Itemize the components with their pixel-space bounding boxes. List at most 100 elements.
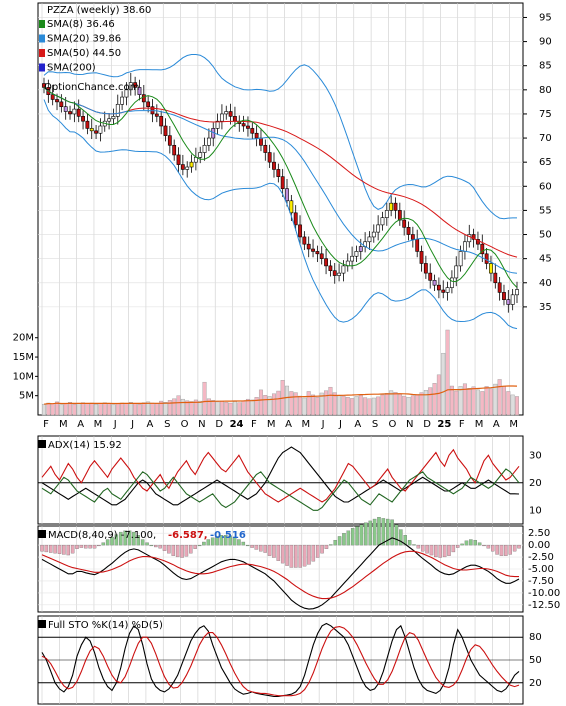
legend-label: SMA(50) 44.50 [47, 48, 121, 59]
macd-histogram-bar [429, 544, 434, 556]
macd-histogram-bar [250, 544, 254, 548]
volume-bar [345, 397, 350, 416]
candle-body [189, 161, 194, 168]
candle-body [480, 243, 485, 255]
candle-body [306, 243, 311, 250]
legend-label: SMA(20) 39.86 [47, 34, 121, 45]
month-label: D [423, 419, 431, 430]
volume-bar [254, 397, 259, 416]
volume-bar [397, 393, 402, 416]
candle-body [436, 284, 441, 291]
macd-tick-label: -5.00 [528, 564, 554, 575]
macd-histogram-bar [75, 544, 79, 549]
macd-histogram-bar [53, 544, 57, 554]
macd-histogram-bar [364, 522, 368, 546]
volume-bar [241, 400, 246, 416]
volume-bar [380, 394, 385, 416]
volume-bar [76, 403, 81, 416]
volume-bar [63, 403, 68, 416]
volume-bar [267, 396, 272, 416]
price-tick-label: 60 [539, 181, 552, 192]
candle-body [506, 299, 511, 305]
macd-histogram-bar [40, 544, 44, 552]
volume-bar [137, 403, 142, 416]
volume-bar [462, 383, 467, 416]
volume-bar [319, 392, 324, 416]
macd-histogram-bar [329, 544, 333, 546]
macd-histogram-bar [499, 544, 504, 556]
volume-bar [410, 395, 415, 416]
macd-histogram-bar [254, 544, 259, 550]
candle-body [267, 152, 272, 163]
macd-histogram-bar [193, 544, 197, 549]
macd-histogram-bar [219, 535, 224, 546]
volume-tick-label: 5M [19, 391, 34, 402]
macd-histogram-bar [315, 544, 320, 558]
adx-tick-label: 30 [529, 450, 542, 461]
legend-swatch [39, 20, 45, 28]
volume-tick-label: 10M [13, 371, 34, 382]
macd-histogram-bar [245, 544, 250, 547]
volume-tick-label: 20M [13, 333, 34, 344]
sma20-line [43, 87, 518, 274]
watermark: OptionChance.com [44, 82, 139, 93]
volume-bar [180, 398, 185, 416]
macd-histogram-bar [237, 539, 241, 546]
macd-histogram-bar [175, 544, 180, 558]
volume-bar [419, 392, 424, 416]
candle-body [423, 263, 428, 274]
macd-histogram-bar [434, 544, 438, 558]
candle-body [185, 166, 190, 170]
candle-body [94, 130, 98, 134]
macd-tick-label: 2.50 [528, 528, 550, 539]
candle-body [224, 111, 229, 115]
month-label: M [302, 419, 311, 430]
volume-bar [219, 400, 224, 416]
macd-histogram-bar [105, 539, 110, 546]
macd-histogram-bar [425, 544, 429, 554]
candle-body [285, 188, 289, 202]
volume-bar [332, 392, 337, 416]
price-tick-label: 65 [539, 157, 552, 168]
legend-swatch [39, 63, 45, 72]
volume-bar [449, 385, 454, 416]
volume-bar [402, 395, 407, 416]
volume-bar [85, 403, 90, 416]
month-label: F [459, 419, 465, 430]
macd-histogram-bar [289, 544, 294, 568]
volume-bar [436, 374, 441, 416]
candle-body [441, 289, 446, 293]
macd-histogram-bar [486, 544, 491, 549]
candle-body [302, 236, 307, 245]
candle-body [159, 116, 164, 127]
candle-body [59, 101, 64, 108]
volume-bar [154, 403, 159, 416]
macd-histogram-bar [241, 541, 246, 546]
adx-tick-label: 20 [529, 478, 542, 489]
candle-body [415, 239, 420, 252]
volume-bar [163, 402, 168, 416]
candle-body [120, 96, 125, 105]
price-tick-label: 45 [539, 254, 552, 265]
ticker-label: PZZA (weekly) 38.60 [47, 5, 151, 16]
macd-histogram-bar [44, 544, 49, 553]
candle-body [259, 137, 263, 146]
volume-bar [42, 403, 47, 416]
adx-legend-swatch [38, 440, 46, 448]
candle-body [137, 87, 142, 95]
macd-histogram-bar [451, 544, 456, 553]
macd-histogram-bar [298, 544, 302, 568]
volume-bar [146, 401, 151, 416]
macd-histogram-bar [368, 520, 372, 546]
candle-body [263, 144, 268, 153]
volume-bar [176, 395, 181, 416]
volume-bar [258, 389, 263, 416]
month-label: A [493, 419, 500, 430]
month-label: 25 [437, 419, 451, 430]
macd-histogram-bar [403, 535, 407, 546]
macd-legend-swatch [38, 530, 46, 538]
macd-histogram-bar [62, 544, 66, 555]
macd-histogram-bar [228, 535, 232, 546]
volume-bar [68, 402, 73, 416]
candle-body [298, 224, 302, 238]
